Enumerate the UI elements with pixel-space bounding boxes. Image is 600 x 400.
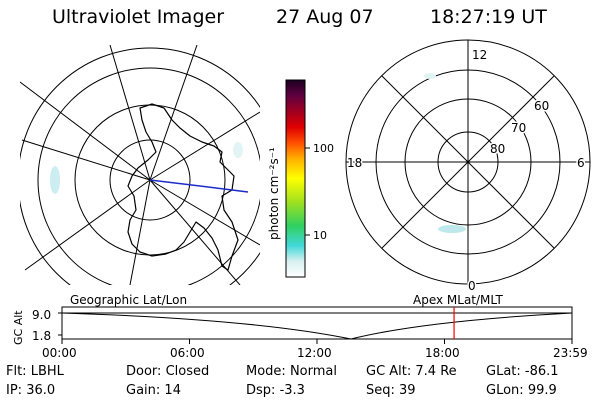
- colorbar: 100 10 photon cm⁻²s⁻¹: [267, 79, 334, 278]
- date-label: 27 Aug 07: [276, 6, 374, 28]
- info-glon: GLon: 99.9: [486, 383, 557, 398]
- mlat-label-80: 80: [490, 142, 505, 156]
- info-dsp: Dsp: -3.3: [246, 383, 305, 398]
- mlat-label-70: 70: [511, 121, 526, 135]
- timeline-frame: [61, 306, 573, 340]
- altitude-curve: [61, 312, 573, 340]
- x-tick: 23:59: [553, 346, 588, 360]
- info-door: Door: Closed: [126, 364, 210, 379]
- app-title: Ultraviolet Imager: [52, 6, 225, 28]
- y-tick: 1.8: [32, 329, 51, 343]
- y-tick: 9.0: [32, 308, 51, 322]
- info-gain: Gain: 14: [126, 383, 181, 398]
- mlt-label-noon: 12: [472, 48, 487, 62]
- satellite-track: [149, 179, 249, 193]
- info-flt: Flt: LBHL: [6, 364, 64, 379]
- x-tick: 18:00: [425, 346, 460, 360]
- info-mode: Mode: Normal: [246, 364, 337, 379]
- x-tick: 00:00: [42, 346, 77, 360]
- aurora-patch: [424, 73, 436, 79]
- geographic-map: [20, 45, 260, 285]
- altitude-timeline: Geographic Lat/Lon Apex MLat/MLT GC Alt …: [12, 293, 588, 360]
- timeline-y-label: GC Alt: [12, 310, 25, 345]
- info-gc-alt: GC Alt: 7.4 Re: [366, 364, 457, 379]
- geo-lat-ring: [37, 67, 260, 285]
- timeline-left-title: Geographic Lat/Lon: [70, 293, 187, 307]
- colorbar-unit-label: photon cm⁻²s⁻¹: [267, 147, 281, 240]
- x-tick: 06:00: [170, 346, 205, 360]
- geo-lat-ring: [109, 139, 191, 221]
- continent-outline: [127, 103, 239, 271]
- info-ip: IP: 36.0: [6, 383, 56, 398]
- aurora-patch: [233, 142, 243, 158]
- mlt-label-dusk: 18: [347, 156, 362, 170]
- aurora-patch: [438, 225, 466, 233]
- mlt-label-midnight: 0: [468, 279, 476, 293]
- info-glat: GLat: -86.1: [486, 364, 559, 379]
- aurora-patch: [50, 166, 60, 194]
- timeline-right-title: Apex MLat/MLT: [413, 293, 503, 307]
- colorbar-tick: 10: [313, 229, 327, 242]
- time-label: 18:27:19 UT: [430, 6, 547, 28]
- x-tick: 12:00: [297, 346, 332, 360]
- colorbar-tick: 100: [313, 142, 334, 155]
- polar-plot: 12 0 18 6 60 70 80: [345, 39, 591, 295]
- info-seq: Seq: 39: [366, 383, 416, 398]
- geo-lat-ring: [20, 47, 260, 285]
- mlt-label-dawn: 6: [577, 156, 585, 170]
- mlat-label-60: 60: [534, 99, 549, 113]
